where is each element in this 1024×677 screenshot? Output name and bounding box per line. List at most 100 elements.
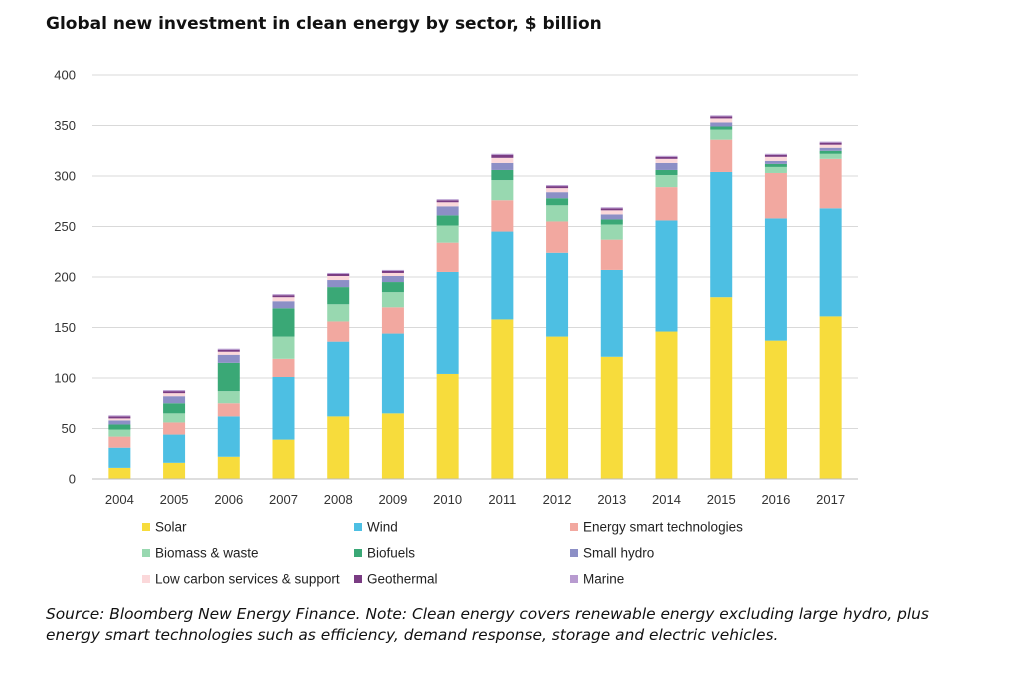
bar-segment — [436, 206, 459, 216]
bar-segment — [764, 340, 787, 479]
bar-segment — [710, 297, 733, 479]
bar-segment — [436, 225, 459, 243]
legend-swatch — [570, 523, 578, 531]
bar-segment — [436, 202, 459, 207]
legend-swatch — [142, 523, 150, 531]
legend-label: Solar — [155, 520, 187, 535]
bar-segment — [381, 413, 404, 479]
bar-segment — [710, 139, 733, 172]
legend: Solar Wind Energy smart technologies Biomas… — [142, 520, 743, 587]
bar-segment — [327, 416, 350, 479]
bar-segment — [710, 171, 733, 298]
x-axis-ticks: 2004 2005 2006 2007 2008 2009 2010 2011 2012 2013… — [105, 492, 845, 507]
bar-segment — [600, 214, 623, 220]
bar-segment — [546, 186, 569, 189]
bar-segment — [764, 160, 787, 164]
bar-segment — [163, 390, 186, 392]
bar-segment — [327, 341, 350, 417]
bar-segment — [819, 144, 842, 148]
bar-segment — [491, 200, 514, 232]
bar-segment — [108, 415, 131, 417]
bar-segment — [381, 292, 404, 308]
bar-segment — [655, 169, 678, 175]
x-tick-label: 2017 — [816, 492, 845, 507]
legend-label: Biofuels — [367, 546, 415, 561]
bar-segment — [764, 156, 787, 161]
x-tick-label: 2013 — [597, 492, 626, 507]
bar-segment — [655, 174, 678, 188]
bar-segment — [327, 321, 350, 342]
bar-segment — [819, 147, 842, 151]
bar-segment — [217, 348, 240, 350]
bar-segment — [491, 154, 514, 158]
legend-label: Marine — [583, 572, 624, 587]
bar-segment — [163, 413, 186, 423]
bar-segment — [546, 221, 569, 253]
x-tick-label: 2010 — [433, 492, 462, 507]
y-tick-label: 100 — [54, 371, 76, 386]
bar-segment — [381, 272, 404, 276]
bar-segment — [819, 153, 842, 159]
source-note: Source: Bloomberg New Energy Finance. No… — [46, 605, 929, 644]
bar-segment — [764, 218, 787, 341]
legend-swatch — [354, 575, 362, 583]
bar-segment — [108, 420, 131, 425]
bar-segment — [600, 239, 623, 270]
bar-segment — [819, 142, 842, 145]
bar-segment — [272, 376, 295, 440]
bar-segment — [217, 456, 240, 479]
bar-segment — [600, 208, 623, 211]
bar-segment — [546, 192, 569, 199]
bar-segment — [710, 126, 733, 130]
bar-segment — [163, 396, 186, 404]
x-tick-label: 2007 — [269, 492, 298, 507]
bar-segment — [546, 198, 569, 206]
bar-segment — [327, 272, 350, 274]
bar-segment — [600, 269, 623, 357]
bar-segment — [272, 297, 295, 302]
y-tick-label: 150 — [54, 320, 76, 335]
bar-segment — [436, 199, 459, 201]
legend-label: Low carbon services & support — [155, 572, 340, 587]
x-tick-label: 2009 — [378, 492, 407, 507]
bar-segment — [217, 362, 240, 392]
legend-swatch — [142, 575, 150, 583]
bar-segment — [108, 436, 131, 448]
bar-segment — [163, 422, 186, 435]
bar-segment — [327, 273, 350, 276]
bar-segment — [710, 115, 733, 117]
bar-segment — [163, 393, 186, 397]
y-tick-label: 300 — [54, 169, 76, 184]
bar-segment — [764, 153, 787, 155]
y-tick-label: 250 — [54, 219, 76, 234]
bar-segment — [108, 416, 131, 419]
bar-segment — [819, 158, 842, 209]
legend-label: Geothermal — [367, 572, 438, 587]
bar-segment — [272, 301, 295, 309]
bar-segment — [217, 403, 240, 417]
bar-segment — [600, 219, 623, 225]
bar-segment — [710, 129, 733, 140]
x-tick-label: 2006 — [214, 492, 243, 507]
bar-segment — [163, 434, 186, 463]
y-tick-label: 0 — [69, 472, 76, 487]
legend-label: Energy smart technologies — [583, 520, 743, 535]
bar-segment — [491, 162, 514, 170]
y-axis-ticks: 0 50 100 150 200 250 300 350 400 — [54, 68, 76, 487]
bar-segment — [546, 185, 569, 187]
bar-segment — [381, 282, 404, 293]
bar-segment — [272, 439, 295, 479]
x-tick-label: 2016 — [761, 492, 790, 507]
y-tick-label: 400 — [54, 68, 76, 83]
bar-segment — [436, 242, 459, 272]
bar-segment — [546, 205, 569, 222]
bar-segment — [600, 207, 623, 209]
bar-segment — [655, 156, 678, 159]
legend-swatch — [354, 549, 362, 557]
bar-segment — [327, 280, 350, 288]
bar-segment — [272, 295, 295, 298]
legend-swatch — [142, 549, 150, 557]
bar-segment — [819, 208, 842, 317]
bar-segment — [819, 141, 842, 143]
bar-segment — [108, 424, 131, 430]
